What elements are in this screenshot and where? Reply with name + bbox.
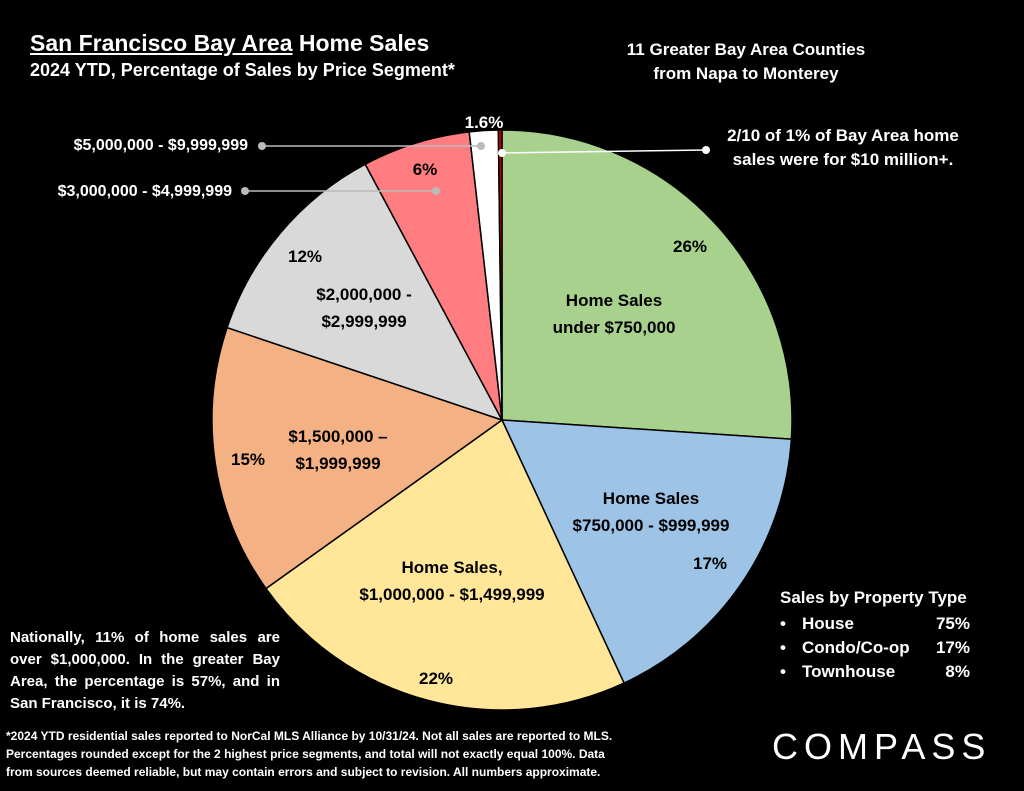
callout-line — [501, 149, 707, 154]
counties-note-line-2: from Napa to Monterey — [653, 64, 839, 83]
title-underlined: San Francisco Bay Area — [30, 30, 293, 56]
slice-pct-label: 17% — [693, 554, 727, 573]
callout-dot — [432, 187, 440, 195]
footnote-line-2: Percentages rounded except for the 2 hig… — [6, 747, 605, 761]
slice-label: Home Sales — [603, 489, 699, 508]
property-type-row: • House 75% — [780, 612, 970, 636]
slice-label: Home Sales — [566, 291, 662, 310]
property-type-pct: 8% — [945, 662, 970, 681]
title-rest: Home Sales — [292, 30, 430, 56]
property-type-name: House — [802, 614, 854, 633]
national-comparison-note: Nationally, 11% of home sales are over $… — [10, 629, 280, 712]
property-type-name: Townhouse — [802, 662, 896, 681]
property-type-row: • Townhouse 8% — [780, 660, 970, 684]
counties-note-line-1: 11 Greater Bay Area Counties — [626, 40, 866, 59]
callout-dot — [241, 187, 249, 195]
top-note-line-1: 2/10 of 1% of Bay Area home — [727, 126, 959, 145]
footnote: *2024 YTD residential sales reported to … — [6, 727, 706, 781]
callout-label: $3,000,000 - $4,999,999 — [58, 183, 232, 200]
slice-label: $2,000,000 - — [316, 285, 411, 304]
footnote-line-3: from sources deemed reliable, but may co… — [6, 765, 601, 779]
property-type-header: Sales by Property Type — [780, 588, 967, 607]
pie-slice — [226, 163, 504, 422]
slice-label: $2,999,999 — [321, 312, 406, 331]
slice-label: under $750,000 — [553, 318, 676, 337]
slice-pct-label: 12% — [288, 247, 322, 266]
callout-dot — [702, 146, 710, 154]
slice-pct-label: 15% — [231, 450, 265, 469]
callout-dot — [258, 142, 266, 150]
property-type-name: Condo/Co-op — [802, 638, 910, 657]
slice-pct-label: 22% — [419, 669, 453, 688]
property-type-pct: 17% — [935, 638, 970, 657]
slice-pct-label: 26% — [673, 237, 707, 256]
property-type-row: • Condo/Co-op 17% — [780, 636, 970, 660]
property-type-box: Sales by Property Type • House 75% • Con… — [780, 588, 970, 684]
counties-note: 11 Greater Bay Area Counties from Napa t… — [596, 38, 896, 86]
slice-label: $1,999,999 — [295, 454, 380, 473]
slice-label: $1,500,000 – — [288, 427, 387, 446]
chart-title: San Francisco Bay Area Home Sales — [30, 30, 429, 57]
chart-subtitle: 2024 YTD, Percentage of Sales by Price S… — [30, 60, 455, 80]
slice-label: $1,000,000 - $1,499,999 — [359, 585, 544, 604]
pie-slice — [211, 326, 504, 590]
callout-dot — [477, 142, 485, 150]
compass-logo: COMPASS — [772, 726, 992, 767]
pie-slice — [501, 129, 793, 440]
pie-slice — [497, 129, 503, 421]
callout-dot — [498, 149, 506, 157]
slice-label: Home Sales, — [401, 558, 502, 577]
top-segment-note: 2/10 of 1% of Bay Area home sales were f… — [698, 124, 988, 172]
slice-pct-label: 1.6% — [465, 113, 504, 132]
bullet-icon: • — [780, 662, 786, 681]
property-type-pct: 75% — [935, 614, 970, 633]
footnote-line-1: *2024 YTD residential sales reported to … — [6, 729, 613, 743]
pie-slice — [500, 419, 793, 685]
bullet-icon: • — [780, 614, 786, 633]
slice-label: $750,000 - $999,999 — [573, 516, 730, 535]
slice-pct-label: 6% — [413, 160, 438, 179]
bullet-icon: • — [780, 638, 786, 657]
pie-slice — [264, 418, 626, 711]
top-note-line-2: sales were for $10 million+. — [732, 150, 954, 169]
callout-label: $5,000,000 - $9,999,999 — [74, 137, 248, 154]
